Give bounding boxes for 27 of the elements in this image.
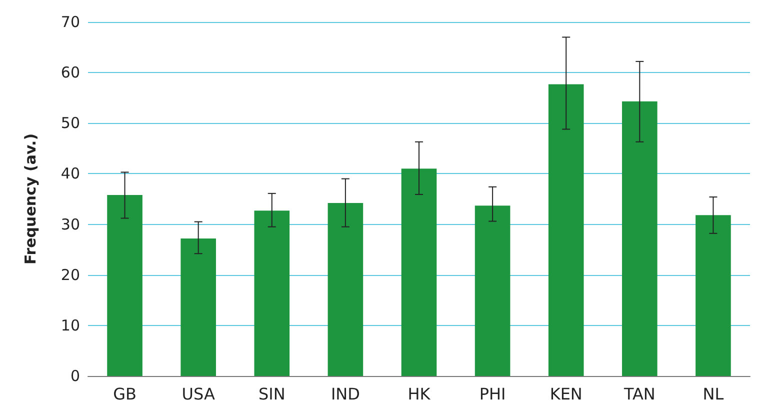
y-tick-label: 20: [60, 266, 80, 284]
x-tick-label: SIN: [258, 384, 286, 404]
x-tick-label: IND: [330, 384, 360, 404]
y-tick-label: 50: [60, 114, 80, 132]
y-tick-label: 0: [70, 367, 80, 385]
bar: [328, 203, 364, 376]
bar: [254, 210, 290, 376]
y-tick-label: 30: [60, 215, 80, 234]
bar: [474, 206, 510, 376]
bar: [107, 194, 142, 376]
x-tick-label: KEN: [550, 384, 582, 404]
bar: [180, 238, 216, 376]
x-tick-label: NL: [702, 384, 724, 404]
bar: [548, 84, 584, 376]
y-tick-label: 60: [60, 64, 80, 82]
x-tick-label: HK: [408, 384, 431, 404]
y-tick-label: 40: [60, 164, 80, 183]
y-tick-label: 10: [60, 316, 80, 334]
bar: [696, 215, 731, 376]
x-tick-label: USA: [182, 384, 215, 404]
x-tick-label: GB: [113, 384, 136, 404]
x-tick-label: TAN: [622, 384, 656, 404]
y-axis-title: Frequency (av.): [22, 133, 40, 265]
y-tick-label: 70: [60, 13, 80, 31]
bar: [401, 168, 437, 376]
bar: [622, 101, 658, 376]
x-tick-label: PHI: [479, 384, 506, 404]
